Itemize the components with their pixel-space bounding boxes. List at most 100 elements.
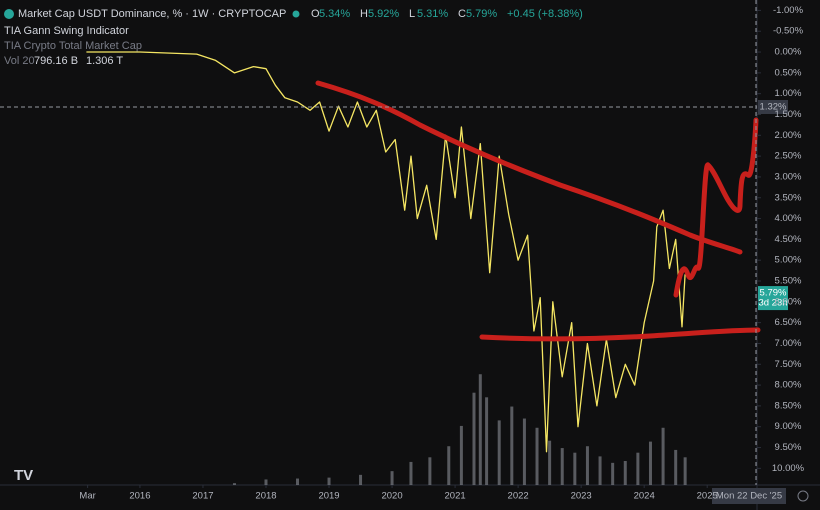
y-tick-label: 6.50%	[775, 317, 802, 328]
x-tick-label: Mar	[79, 491, 95, 502]
ohlc-key: C	[458, 8, 466, 20]
y-tick-label: 10.00%	[772, 463, 805, 474]
volume-bar	[683, 457, 687, 485]
volume-bar	[674, 449, 678, 485]
volume-bar	[472, 392, 476, 485]
volume-bar	[585, 446, 589, 485]
y-tick-label: 5.50%	[775, 276, 802, 287]
indicator-name: TIA Gann Swing Indicator	[4, 25, 129, 37]
y-tick-label: -0.50%	[773, 26, 804, 37]
ohlc-key: O	[311, 8, 320, 20]
volume-bar	[428, 457, 432, 485]
status-dot	[292, 10, 300, 18]
x-tick-label: 2022	[508, 491, 529, 502]
volume-label: Vol 20	[4, 55, 35, 67]
logo: TV	[14, 467, 33, 484]
y-tick-label: 0.00%	[775, 47, 802, 58]
volume-bar	[636, 452, 640, 485]
x-tick-label: 2016	[129, 491, 150, 502]
volume-value: 796.16 B	[34, 55, 78, 67]
y-tick-label: 7.00%	[775, 338, 802, 349]
y-tick-label: 9.00%	[775, 421, 802, 432]
volume-bar	[661, 427, 665, 485]
volume-bar	[478, 374, 482, 485]
volume-bar	[623, 461, 627, 485]
y-tick-label: 4.00%	[775, 213, 802, 224]
x-tick-label: 2023	[571, 491, 592, 502]
ohlc-legend: O 5.34% H 5.92% L 5.31% C 5.79% +0.45 (+8.38%)	[311, 8, 583, 20]
price-line	[86, 51, 686, 453]
volume-value: 1.306 T	[86, 55, 123, 67]
y-tick-label: 1.50%	[775, 109, 802, 120]
volume-bar	[598, 456, 602, 485]
x-tick-label: 2019	[318, 491, 339, 502]
volume-bar	[522, 418, 526, 485]
ohlc-value: 5.31%	[417, 8, 448, 20]
change-value: +0.45 (+8.38%)	[507, 8, 583, 20]
projection-drawing	[673, 117, 759, 298]
plot-layer	[86, 51, 686, 453]
y-tick-label: 1.00%	[775, 88, 802, 99]
volume-bar	[648, 441, 652, 485]
ohlc-key: H	[360, 8, 368, 20]
indicator-name: TIA Crypto Total Market Cap	[4, 40, 142, 52]
x-tick-label: 2020	[381, 491, 402, 502]
ohlc-value: 5.34%	[319, 8, 350, 20]
volume-bar	[548, 440, 552, 485]
volume-bar	[264, 479, 268, 485]
crosshair-date-box	[712, 488, 786, 504]
settings-icon[interactable]	[797, 490, 809, 502]
y-tick-label: 8.00%	[775, 380, 802, 391]
volume-bar	[535, 427, 539, 485]
volume-layer	[232, 374, 687, 485]
volume-bar	[510, 406, 514, 485]
volume-bar	[497, 420, 501, 485]
y-tick-label: 6.00%	[775, 296, 802, 307]
last-price-box	[758, 286, 788, 311]
ohlc-value: 5.92%	[368, 8, 399, 20]
x-tick-label: 2025	[697, 491, 718, 502]
support-drawing	[479, 327, 761, 342]
y-tick-label: 5.00%	[775, 255, 802, 266]
axes: -1.00% -0.50% 0.00% 0.50% 1.00% 1.50% 2.00% 2.5…	[79, 5, 804, 502]
volume-bar	[459, 425, 463, 485]
volume-bar	[560, 448, 564, 485]
volume-bar	[232, 483, 236, 485]
y-tick-label: 3.00%	[775, 171, 802, 182]
volume-bar	[327, 477, 331, 485]
ohlc-key: L	[409, 8, 415, 20]
volume-bar	[359, 474, 363, 485]
x-tick-label: 2017	[192, 491, 213, 502]
volume-bar	[296, 478, 300, 485]
crosshair-price-box	[758, 99, 788, 114]
x-tick-label: 2024	[634, 491, 655, 502]
y-tick-label: 8.50%	[775, 400, 802, 411]
y-tick-label: 2.50%	[775, 151, 802, 162]
crosshair-price: 1.32%	[760, 102, 787, 113]
volume-bar	[485, 397, 489, 485]
volume-bar	[573, 452, 577, 485]
countdown: 3d 23h	[758, 298, 787, 309]
x-tick-label: 2021	[445, 491, 466, 502]
y-tick-label: 2.00%	[775, 130, 802, 141]
y-tick-label: 4.50%	[775, 234, 802, 245]
volume-bar	[409, 461, 413, 485]
y-tick-label: -1.00%	[773, 5, 804, 16]
chart-title: Market Cap USDT Dominance, % · 1W · CRYP…	[18, 8, 286, 20]
symbol-icon	[4, 9, 14, 19]
crosshair: 1.32%Mon 22 Dec '255.79%3d 23h	[0, 0, 788, 504]
x-tick-label: 2018	[255, 491, 276, 502]
volume-bar	[611, 462, 615, 485]
y-tick-label: 9.50%	[775, 442, 802, 453]
ohlc-value: 5.79%	[466, 8, 497, 20]
last-price: 5.79%	[760, 288, 787, 299]
crosshair-date: Mon 22 Dec '25	[716, 491, 782, 502]
annotations	[315, 80, 761, 342]
y-tick-label: 0.50%	[775, 67, 802, 78]
volume-bar	[390, 471, 394, 485]
trendline-drawing	[315, 80, 743, 255]
volume-bar	[447, 446, 451, 485]
